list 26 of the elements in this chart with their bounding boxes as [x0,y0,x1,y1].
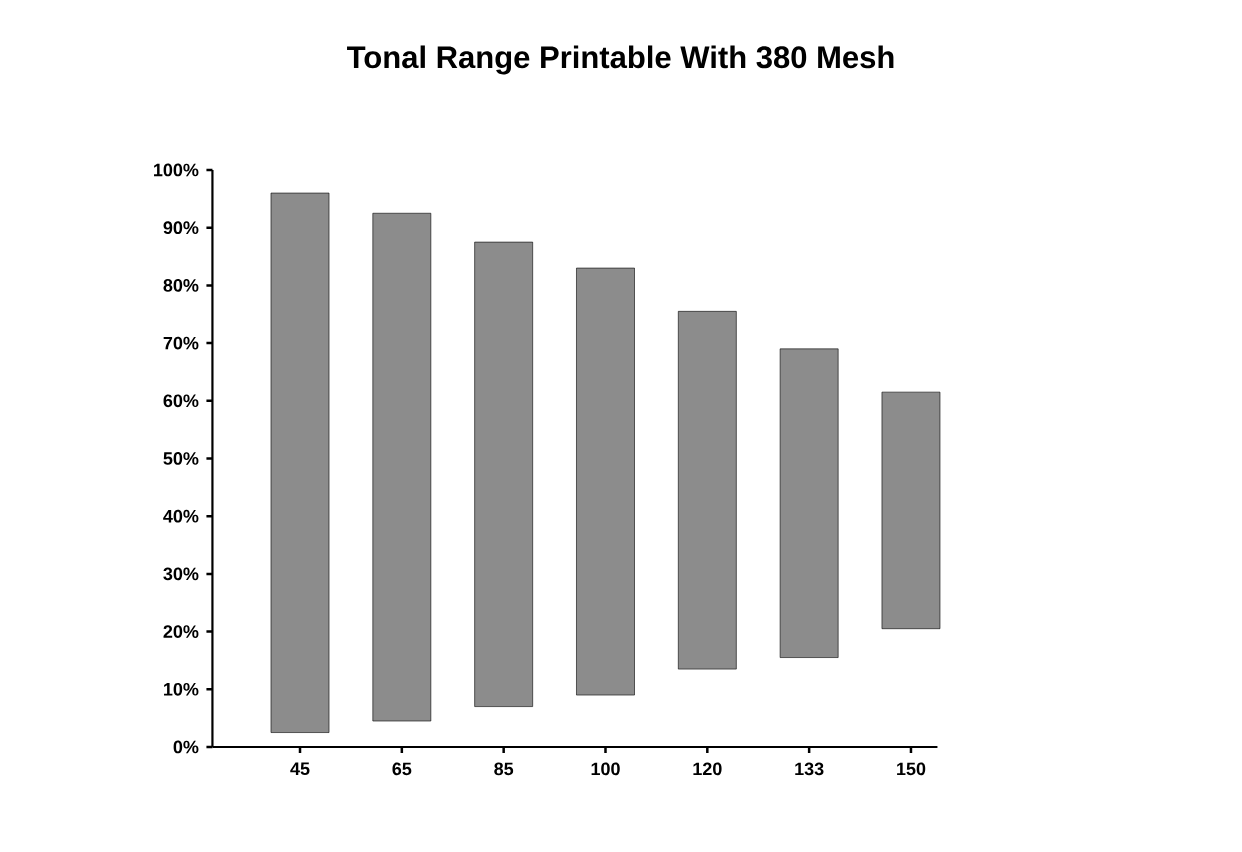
y-tick-label: 100% [154,163,199,177]
y-tick-label: 60% [163,394,199,408]
y-tick-label: 0% [173,740,199,754]
y-tick-label: 10% [164,682,199,696]
bar [270,192,330,733]
bar [678,311,737,670]
x-tick-label: 45 [290,762,310,776]
bar [474,241,533,707]
y-tick-label: 80% [163,279,199,292]
y-tick-label: 90% [163,221,199,235]
x-tick-label: 85 [494,762,514,776]
x-tick-label: 133 [795,762,824,776]
bar [779,348,839,658]
y-tick-label: 40% [163,509,199,523]
x-tick-label: 65 [392,762,412,776]
bar [576,267,635,696]
y-tick-label: 20% [163,625,199,638]
y-tick-label: 70% [163,336,199,350]
x-tick-label: 120 [693,762,722,776]
x-tick-label: 100 [591,762,620,776]
bar [372,212,432,722]
bar [881,391,941,629]
chart-title: Tonal Range Printable With 380 Mesh [347,45,894,75]
y-tick-label: 50% [163,452,199,465]
x-tick-label: 150 [897,762,926,776]
y-tick-label: 30% [163,567,199,581]
